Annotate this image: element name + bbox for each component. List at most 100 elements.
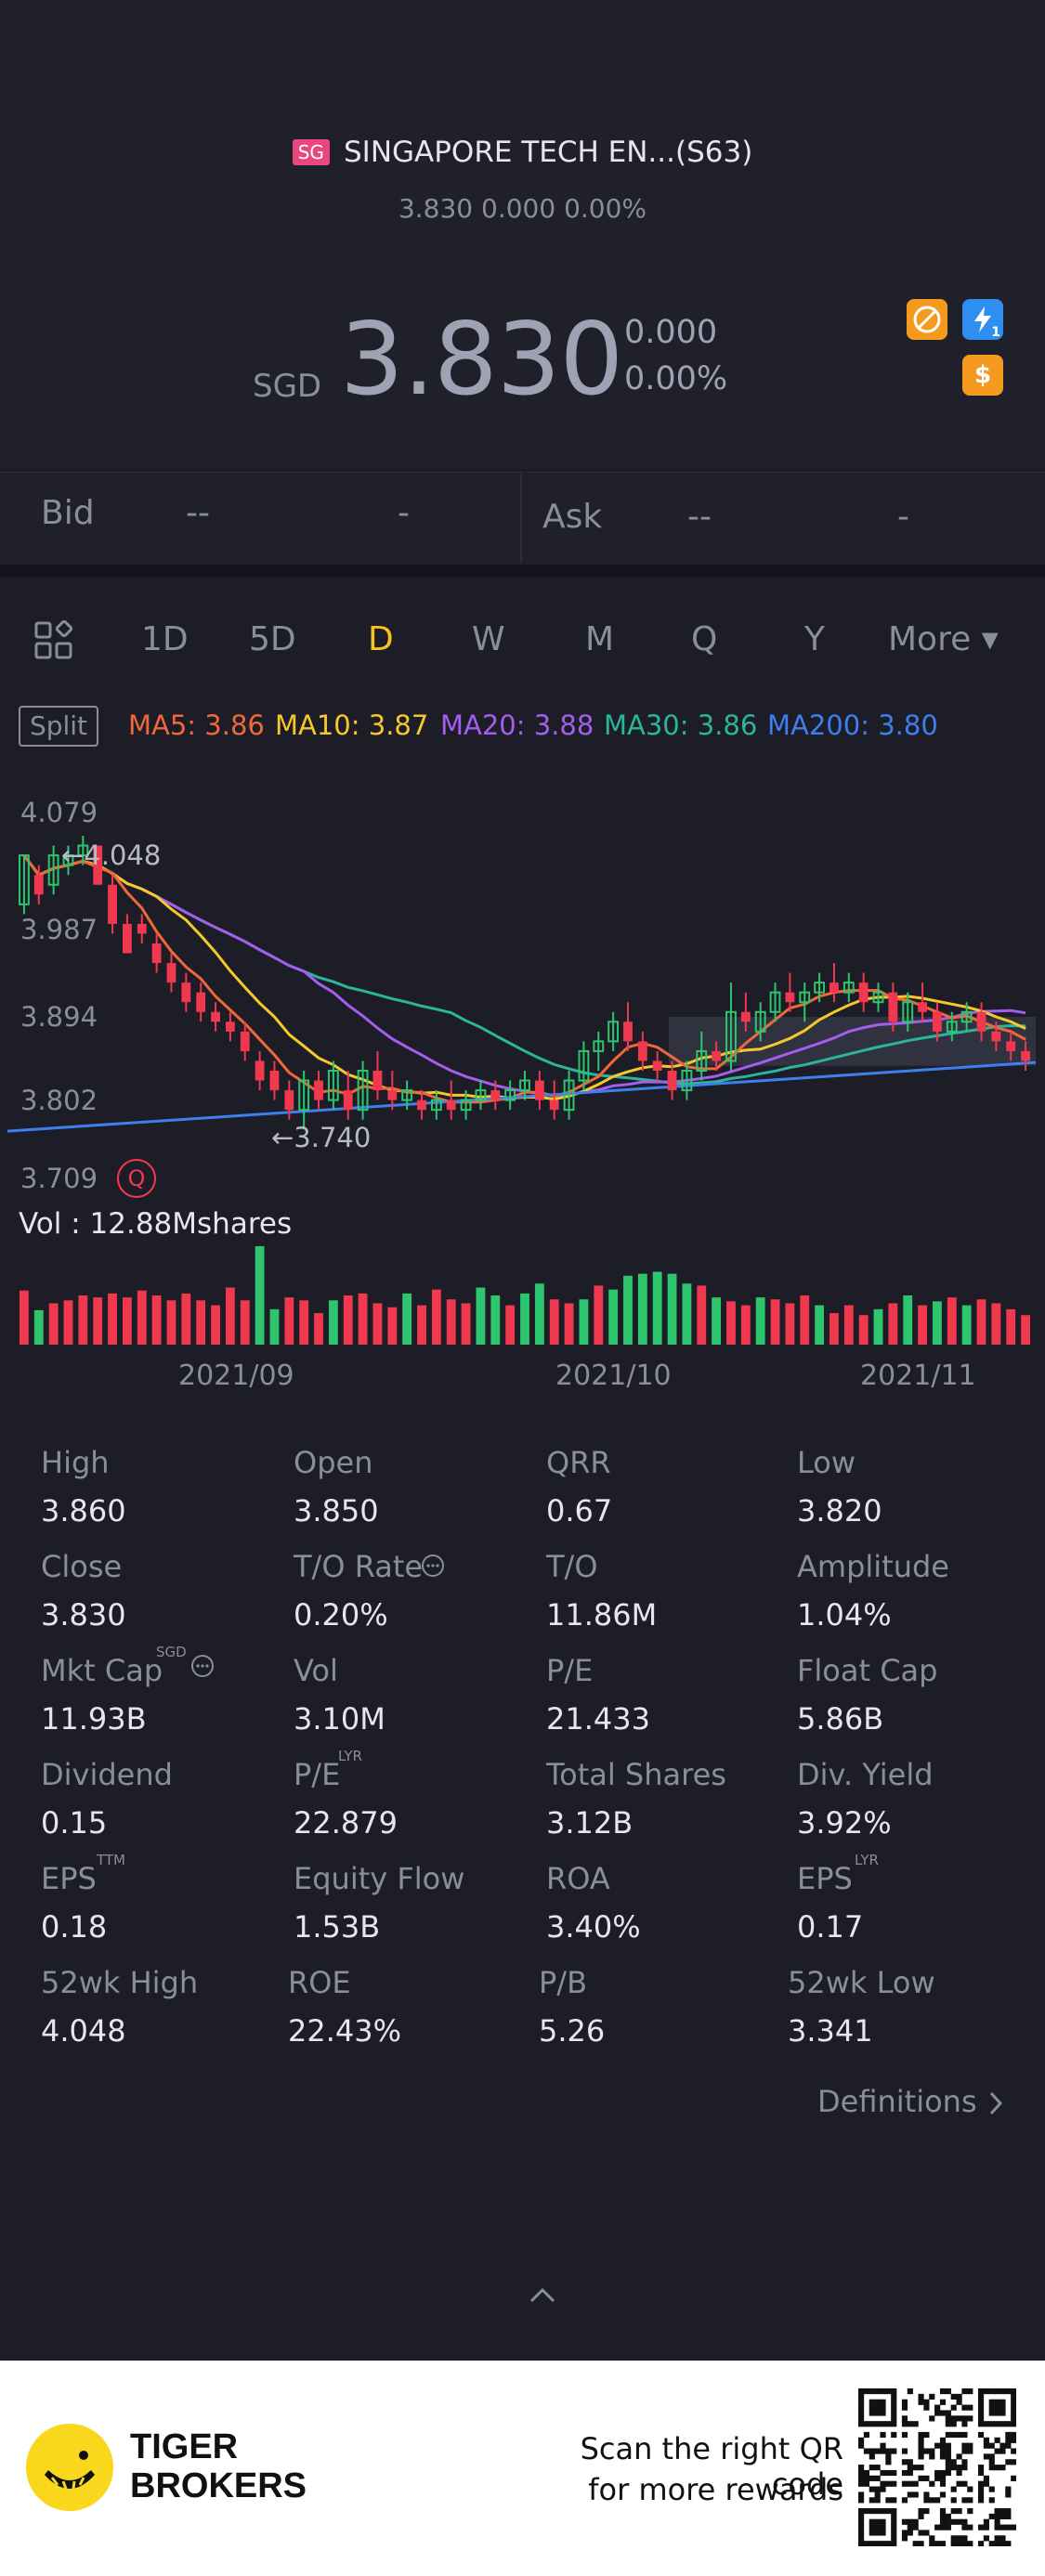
volume-bar (829, 1313, 839, 1345)
layout-grid-icon[interactable] (33, 620, 74, 661)
volume-bar (151, 1295, 162, 1345)
stat-label: Mkt Cap (41, 1653, 163, 1688)
stat-label: Low (797, 1445, 856, 1480)
stat-value: 0.20% (294, 1597, 388, 1633)
stat-label: ROE (288, 1965, 351, 2000)
candle-body (62, 854, 74, 866)
volume-bar (755, 1297, 765, 1345)
candle-body (417, 1099, 426, 1111)
price-chart[interactable] (0, 780, 1045, 1374)
candle-body (785, 992, 795, 1003)
candle-body (946, 1021, 958, 1033)
tab-m[interactable]: M (585, 620, 615, 658)
stat-label: Vol (294, 1653, 338, 1688)
volume-bar (314, 1313, 323, 1345)
tab-y[interactable]: Y (804, 620, 825, 658)
y-tick: 3.987 (20, 914, 98, 945)
chevron-up-icon[interactable] (526, 2284, 559, 2307)
y-tick: 3.709 (20, 1163, 98, 1194)
volume-bar (299, 1300, 309, 1345)
stat-label: ROA (546, 1861, 610, 1896)
stat-label: EPS (797, 1861, 853, 1896)
mkt-cap-info-icon[interactable] (189, 1653, 216, 1679)
volume-bar (63, 1300, 73, 1345)
volume-bar (785, 1303, 795, 1345)
volume-label: Vol : 12.88Mshares (19, 1207, 293, 1241)
stat-value: 1.04% (797, 1597, 892, 1633)
candle-body (593, 1040, 605, 1052)
candle-body (534, 1080, 544, 1100)
definitions-link[interactable]: Definitions (817, 2084, 1005, 2119)
dollar-icon[interactable]: $ (962, 355, 1003, 396)
candle-body (519, 1079, 530, 1092)
volume-bar (623, 1275, 633, 1345)
volume-bar (697, 1285, 707, 1345)
stat-value: 5.26 (539, 2013, 606, 2049)
currency-label: SGD (253, 368, 322, 405)
candle-body (225, 1021, 235, 1032)
candle-body (93, 845, 103, 885)
bid-ask-bar (0, 472, 1045, 565)
candle-body (298, 1079, 310, 1112)
tab-5d[interactable]: 5D (249, 620, 296, 658)
stat-value: 3.341 (788, 2013, 873, 2049)
stat-value: 3.830 (41, 1597, 126, 1633)
stat-label: Div. Yield (797, 1757, 934, 1792)
volume-bar (608, 1289, 619, 1345)
volume-bar (682, 1283, 692, 1345)
candle-body (343, 1090, 353, 1111)
volume-bar (534, 1283, 544, 1345)
volume-bar (240, 1300, 250, 1345)
stat-value: 0.67 (546, 1493, 613, 1529)
volume-bar (976, 1299, 986, 1345)
split-button[interactable]: Split (19, 706, 98, 747)
quote-header (0, 0, 1045, 469)
candle-body (667, 1071, 677, 1091)
volume-bar (343, 1295, 353, 1345)
tiger-logo-icon (26, 2424, 113, 2511)
volume-bar (712, 1297, 722, 1345)
stat-label: 52wk High (41, 1965, 199, 2000)
stat-value: 11.86M (546, 1597, 658, 1633)
volume-bar (269, 1308, 280, 1345)
stat-value: 22.43% (288, 2013, 402, 2049)
tab-d[interactable]: D (368, 620, 394, 658)
candle-body (446, 1099, 456, 1111)
q-badge[interactable]: Q (117, 1159, 156, 1198)
volume-bar (667, 1273, 677, 1345)
qr-code (858, 2388, 1016, 2546)
stat-label: P/E (546, 1653, 594, 1688)
candle-body (696, 1049, 708, 1073)
candle-body (637, 1041, 647, 1061)
candle-body (33, 875, 44, 895)
ma10-label: MA10: 3.87 (275, 709, 429, 741)
candle-body (19, 854, 30, 905)
tab-w[interactable]: W (472, 620, 505, 658)
tab-1d[interactable]: 1D (141, 620, 189, 658)
volume-bar (328, 1300, 338, 1345)
candle-body (623, 1021, 633, 1042)
candle-body (918, 1002, 928, 1012)
volume-bar (372, 1303, 383, 1345)
candle-body (769, 991, 781, 1013)
tab-q[interactable]: Q (691, 620, 718, 658)
to-rate-info-icon[interactable] (420, 1553, 446, 1579)
y-tick: 3.894 (20, 1001, 98, 1033)
candle-body (712, 1050, 722, 1061)
candle-body (549, 1099, 559, 1111)
flash-icon[interactable]: 1 (962, 299, 1003, 340)
no-trade-icon[interactable] (907, 299, 947, 340)
candle-body (151, 943, 162, 964)
candle-body (799, 991, 811, 1004)
definitions-label: Definitions (817, 2084, 977, 2119)
stock-name[interactable]: SINGAPORE TECH EN...(S63) (344, 136, 753, 169)
stat-label: High (41, 1445, 110, 1480)
volume-bar (137, 1290, 147, 1345)
volume-bar (446, 1299, 456, 1345)
volume-bar (903, 1295, 913, 1345)
candle-body (960, 1010, 973, 1023)
candle-body (888, 992, 898, 1022)
tab-more[interactable]: More ▾ (888, 620, 999, 658)
stat-label: Close (41, 1549, 123, 1584)
candle-body (401, 1089, 413, 1101)
